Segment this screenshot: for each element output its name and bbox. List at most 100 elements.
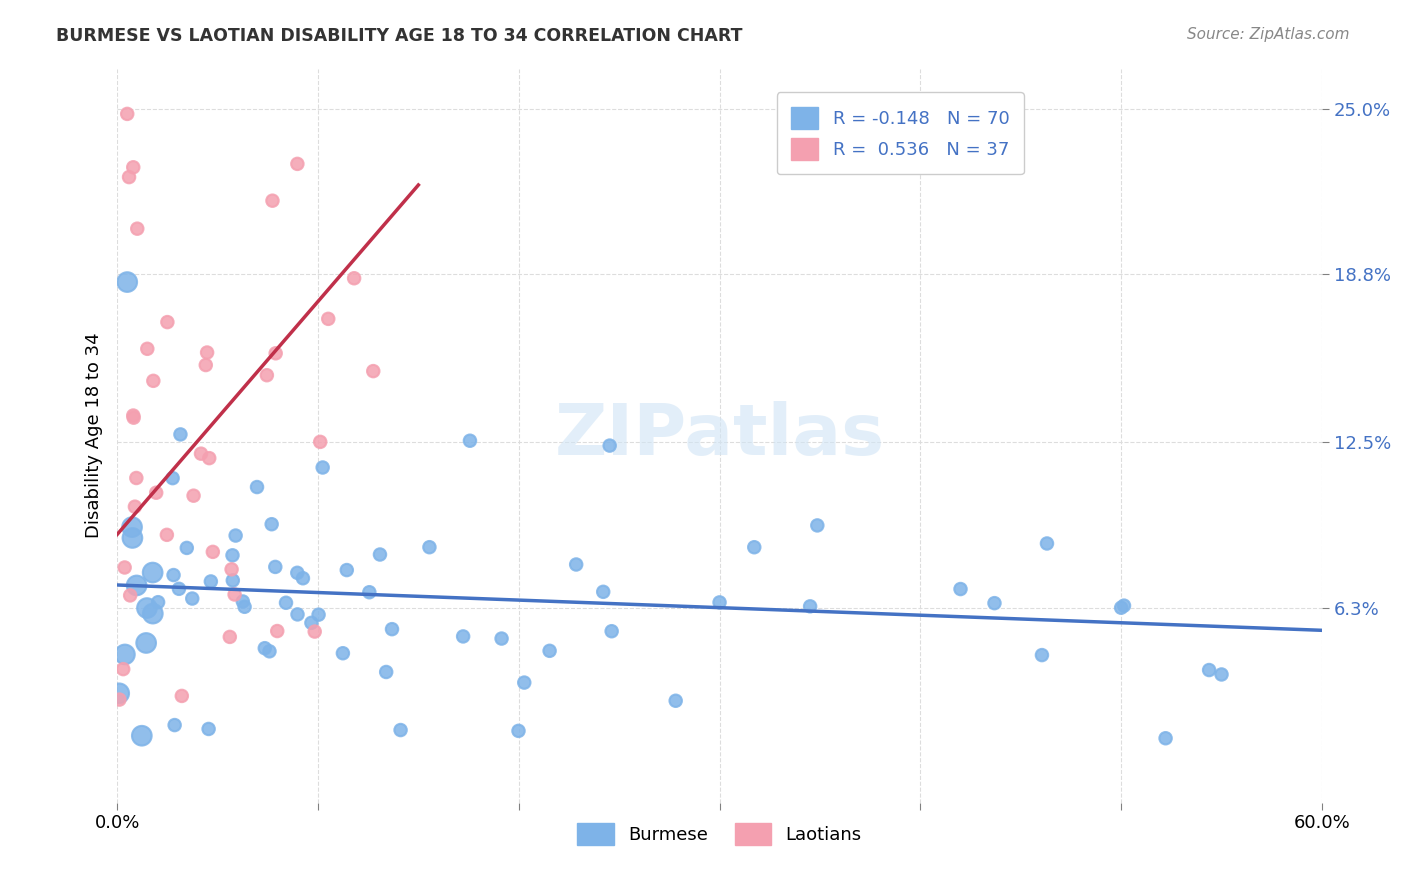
Text: ZIPatlas: ZIPatlas — [554, 401, 884, 470]
Point — [136, 342, 159, 356]
Point — [332, 646, 354, 660]
Point — [565, 558, 588, 572]
Point — [287, 607, 309, 622]
Point — [665, 694, 688, 708]
Point — [291, 571, 314, 585]
Point — [287, 157, 309, 171]
Point — [115, 275, 138, 289]
Point — [221, 549, 243, 563]
Point — [299, 615, 322, 630]
Point — [197, 722, 219, 736]
Point — [304, 624, 326, 639]
Point — [142, 607, 165, 621]
Point — [262, 194, 284, 208]
Point — [114, 648, 136, 662]
Point — [312, 460, 335, 475]
Point — [491, 632, 513, 646]
Point — [343, 271, 366, 285]
Point — [118, 170, 141, 185]
Point — [142, 374, 165, 388]
Point — [949, 582, 972, 596]
Point — [198, 451, 221, 466]
Point — [142, 566, 165, 580]
Y-axis label: Disability Age 18 to 34: Disability Age 18 to 34 — [86, 333, 103, 539]
Point — [458, 434, 481, 448]
Point — [418, 540, 440, 554]
Point — [233, 599, 256, 614]
Point — [176, 541, 198, 555]
Point — [114, 560, 136, 574]
Point — [1036, 536, 1059, 550]
Point — [260, 517, 283, 532]
Point — [308, 607, 330, 622]
Point — [274, 596, 297, 610]
Point — [389, 723, 412, 737]
Point — [285, 566, 308, 580]
Point — [200, 574, 222, 589]
Point — [156, 315, 179, 329]
Point — [1109, 600, 1132, 615]
Point — [162, 568, 184, 582]
Point — [1198, 663, 1220, 677]
Point — [125, 578, 148, 592]
Point — [225, 528, 247, 542]
Point — [508, 723, 530, 738]
Point — [112, 662, 135, 676]
Point — [1031, 648, 1053, 662]
Point — [221, 562, 243, 576]
Point — [136, 601, 159, 615]
Point — [108, 692, 131, 706]
Point — [799, 599, 821, 614]
Point — [135, 636, 157, 650]
Point — [122, 409, 145, 423]
Point — [218, 630, 240, 644]
Point — [124, 500, 146, 514]
Legend: R = -0.148   N = 70, R =  0.536   N = 37: R = -0.148 N = 70, R = 0.536 N = 37 — [776, 92, 1024, 174]
Point — [232, 594, 254, 608]
Point — [181, 591, 204, 606]
Point — [163, 718, 186, 732]
Point — [259, 644, 281, 658]
Point — [806, 518, 828, 533]
Point — [592, 584, 614, 599]
Point — [122, 410, 145, 425]
Point — [201, 545, 224, 559]
Point — [115, 107, 138, 121]
Point — [256, 368, 278, 383]
Point — [121, 531, 143, 545]
Point — [451, 629, 474, 643]
Point — [368, 548, 391, 562]
Point — [264, 560, 287, 574]
Point — [316, 311, 339, 326]
Point — [121, 520, 143, 534]
Point — [170, 689, 193, 703]
Point — [246, 480, 269, 494]
Point — [1154, 731, 1177, 746]
Point — [359, 585, 381, 599]
Point — [222, 574, 245, 588]
Point — [264, 346, 287, 360]
Point — [361, 364, 384, 378]
Point — [183, 489, 205, 503]
Point — [1112, 599, 1135, 613]
Point — [120, 589, 142, 603]
Point — [131, 729, 153, 743]
Point — [253, 641, 276, 656]
Point — [309, 434, 332, 449]
Point — [167, 582, 190, 596]
Point — [600, 624, 623, 639]
Point — [127, 221, 149, 235]
Point — [513, 675, 536, 690]
Point — [156, 528, 179, 542]
Point — [146, 595, 169, 609]
Point — [381, 622, 404, 636]
Point — [1211, 667, 1233, 681]
Point — [266, 624, 288, 638]
Point — [742, 540, 765, 554]
Point — [169, 427, 191, 442]
Point — [983, 596, 1005, 610]
Point — [145, 485, 167, 500]
Text: Source: ZipAtlas.com: Source: ZipAtlas.com — [1187, 27, 1350, 42]
Point — [194, 358, 217, 372]
Point — [190, 447, 212, 461]
